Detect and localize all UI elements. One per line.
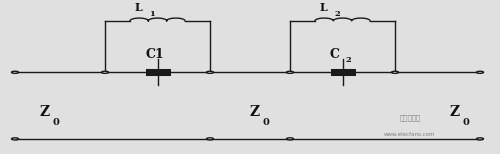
Text: 0: 0: [52, 118, 60, 127]
Circle shape: [392, 71, 398, 73]
Circle shape: [206, 71, 214, 73]
Circle shape: [476, 138, 484, 140]
Text: 2: 2: [334, 10, 340, 18]
Text: Z: Z: [40, 105, 50, 119]
Text: L: L: [320, 2, 328, 13]
Text: L: L: [135, 2, 143, 13]
Text: Z: Z: [250, 105, 260, 119]
Circle shape: [102, 71, 108, 73]
Text: C1: C1: [145, 48, 164, 61]
Text: 0: 0: [462, 118, 469, 127]
Text: C: C: [330, 48, 340, 61]
Circle shape: [286, 138, 294, 140]
Text: 1: 1: [149, 10, 155, 18]
Text: Z: Z: [450, 105, 460, 119]
Text: 电子发烧友: 电子发烧友: [400, 114, 420, 121]
Text: www.elecfans.com: www.elecfans.com: [384, 132, 436, 137]
Circle shape: [286, 71, 294, 73]
Circle shape: [12, 71, 18, 73]
Circle shape: [476, 71, 484, 73]
Circle shape: [206, 138, 214, 140]
Text: 0: 0: [262, 118, 270, 127]
Circle shape: [12, 138, 18, 140]
Text: 2: 2: [345, 56, 351, 64]
